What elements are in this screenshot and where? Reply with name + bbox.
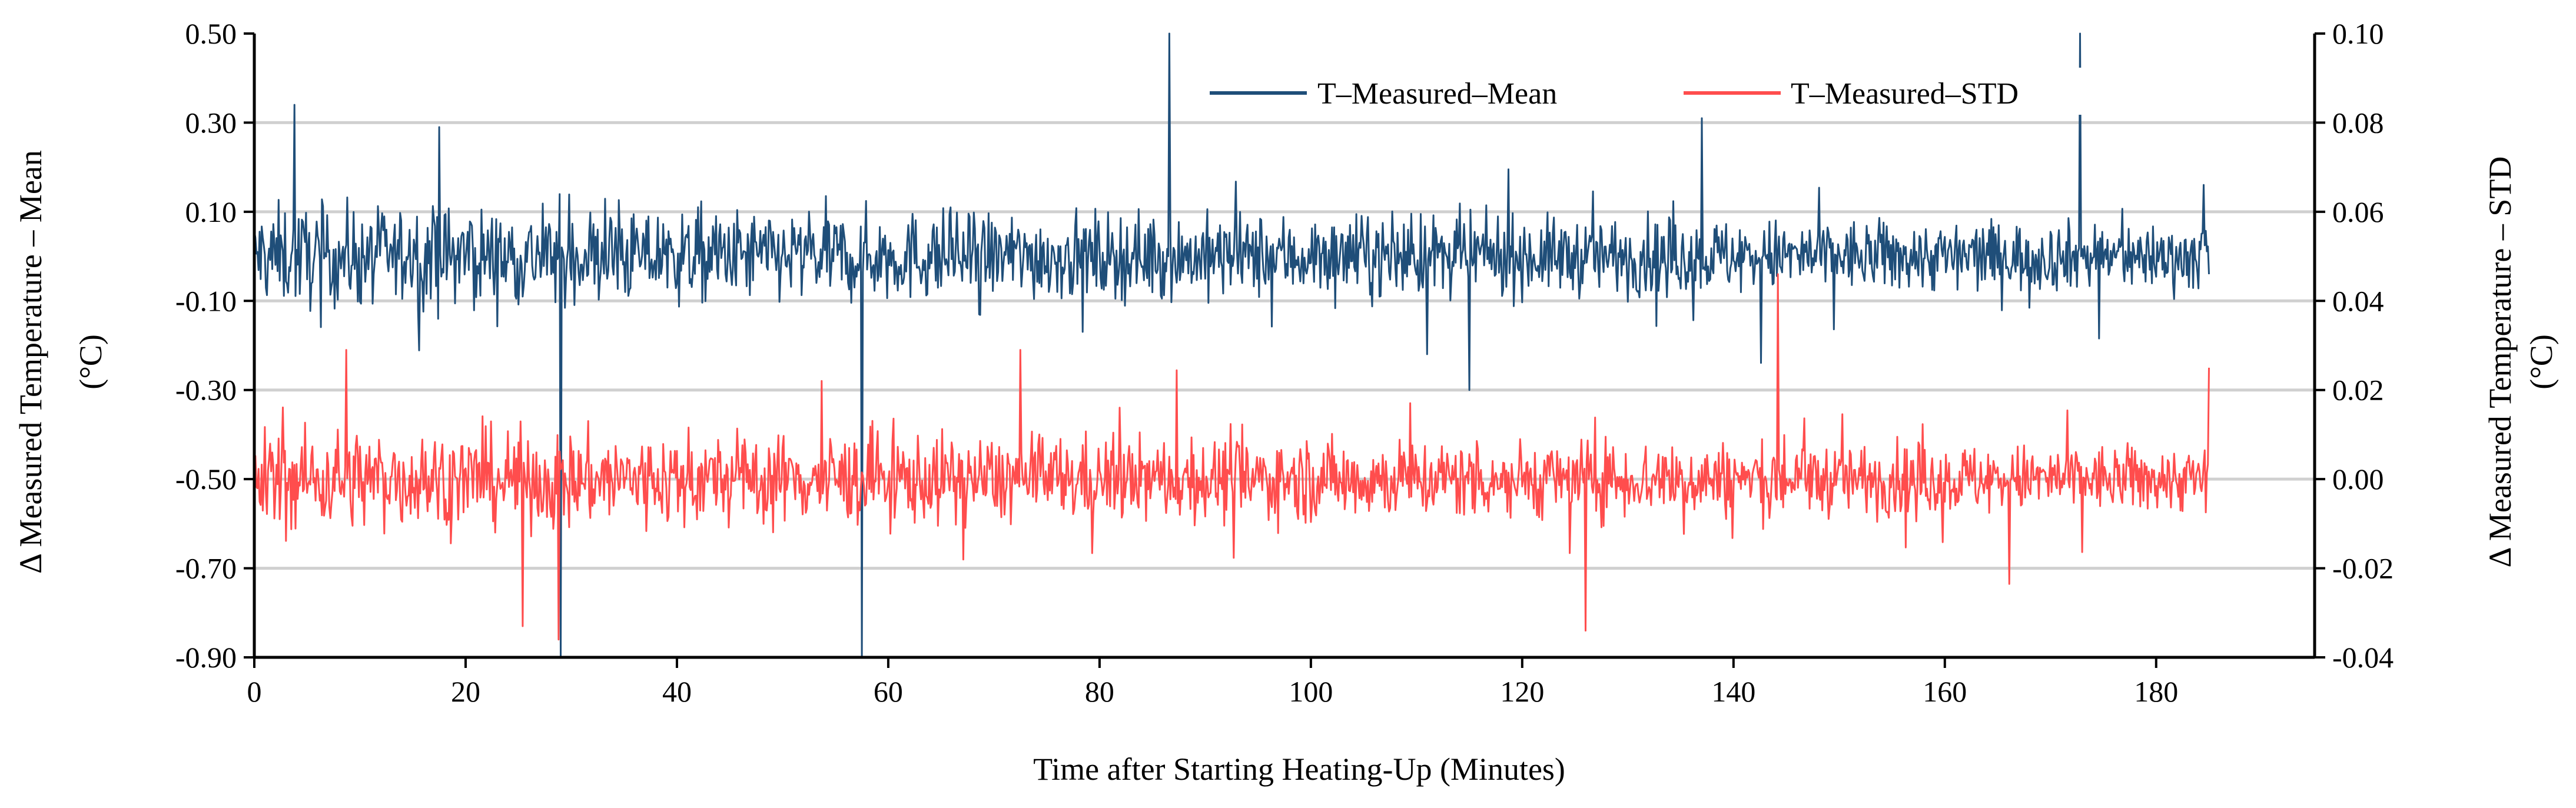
legend-label-mean: T–Measured–Mean	[1317, 77, 1557, 111]
x-tick-label: 120	[1500, 675, 1544, 708]
x-tick-label: 180	[2134, 675, 2178, 708]
x-axis-title: Time after Starting Heating-Up (Minutes)	[1033, 752, 1565, 787]
y-right-tick-label: 0.06	[2332, 195, 2384, 228]
y-left-tick-label: -0.50	[175, 463, 237, 496]
y-right-tick-label: -0.02	[2332, 552, 2394, 585]
series-line-std	[253, 273, 2210, 641]
grid-lines	[254, 121, 2315, 570]
y-right-tick-label: 0.08	[2332, 106, 2384, 139]
y-right-tick-label: 0.04	[2332, 284, 2384, 317]
x-tick-label: 140	[1711, 675, 1755, 708]
right-axis-title: Δ Measured Temperature – STD (°C)	[2482, 157, 2559, 568]
y-left-tick-label: -0.90	[175, 641, 237, 674]
x-tick-label: 60	[874, 675, 903, 708]
y-right-tick-label: 0.02	[2332, 374, 2384, 407]
legend: T–Measured–Mean T–Measured–STD	[1183, 68, 2125, 115]
x-tick-label: 20	[451, 675, 480, 708]
x-tick-label: 160	[1923, 675, 1967, 708]
legend-background	[1183, 68, 2125, 115]
y-left-tick-label: -0.10	[175, 284, 237, 317]
right-axis-title-line-1: Δ Measured Temperature – STD	[2482, 157, 2518, 568]
series-lines	[253, 32, 2210, 659]
y-right-tick-label: -0.04	[2332, 641, 2394, 674]
y-left-tick-label: 0.50	[185, 17, 237, 50]
x-tick-label: 0	[247, 675, 262, 708]
x-tick-label: 100	[1289, 675, 1333, 708]
y-right-tick-label: 0.10	[2332, 17, 2384, 50]
left-axis-title-line-1: Δ Measured Temperature – Mean	[13, 150, 48, 574]
y-left-tick-label: -0.30	[175, 374, 237, 407]
y-right-tick-label: 0.00	[2332, 463, 2384, 496]
y-left-tick-label: 0.30	[185, 106, 237, 139]
right-axis-title-line-2: (°C)	[2524, 334, 2559, 390]
legend-label-std: T–Measured–STD	[1791, 77, 2019, 111]
left-axis-title-line-2: (°C)	[73, 334, 108, 390]
axes	[244, 32, 2325, 668]
x-tick-label: 40	[662, 675, 692, 708]
x-tick-label: 80	[1085, 675, 1114, 708]
y-left-tick-label: 0.10	[185, 195, 237, 228]
left-axis-title: Δ Measured Temperature – Mean (°C)	[13, 150, 108, 574]
series-line-mean	[253, 32, 2210, 659]
tick-labels: 0.50 0.30 0.10 -0.10 -0.30 -0.50 -0.70 -0.90 0.1…	[175, 17, 2394, 708]
y-left-tick-label: -0.70	[175, 552, 237, 585]
